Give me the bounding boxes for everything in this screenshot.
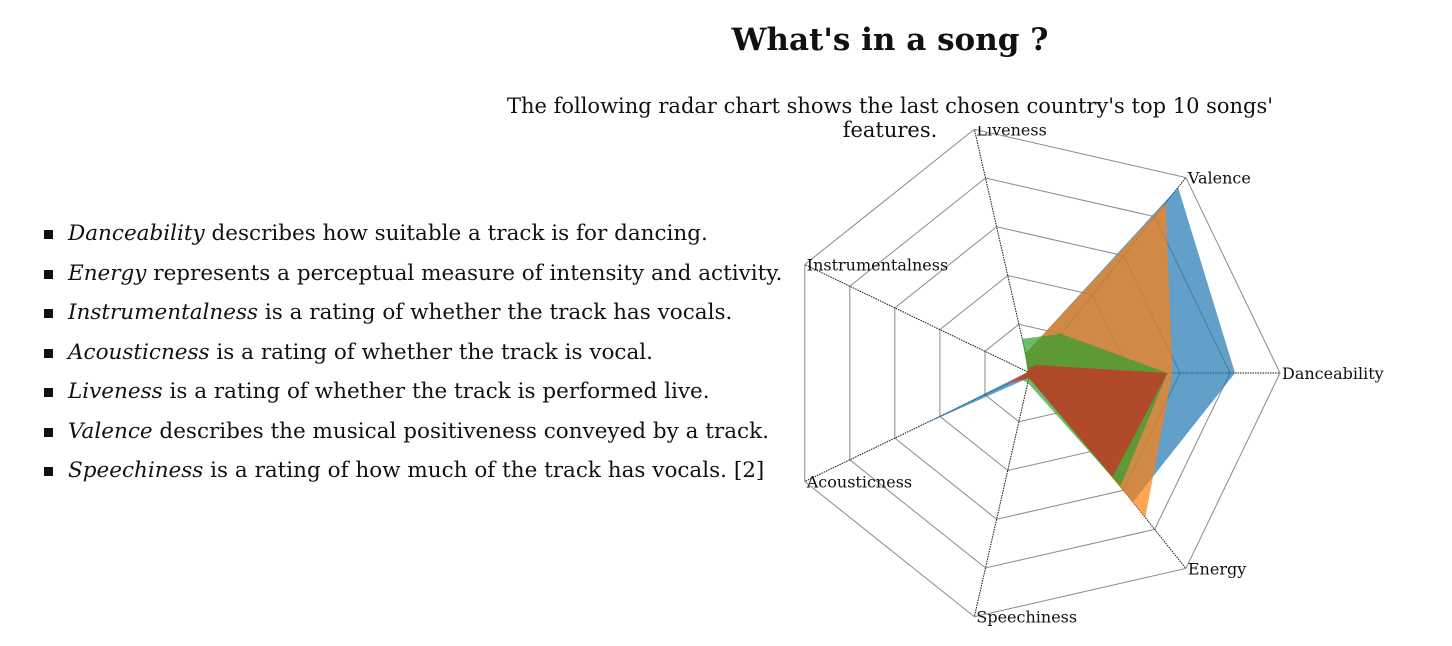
list-item: Speechiness is a rating of how much of t… [42, 451, 782, 491]
list-item: Acousticness is a rating of whether the … [42, 333, 782, 373]
feature-term: Danceability [68, 221, 205, 246]
axis-spoke [973, 372, 1031, 617]
chart-description: The following radar chart shows the last… [506, 94, 1274, 142]
series-area-4 [1007, 365, 1168, 477]
axis-spoke [804, 264, 1031, 374]
radar-grid [804, 128, 1281, 618]
grid-ring [804, 128, 1281, 618]
feature-definitions-list: Danceability describes how suitable a tr… [42, 214, 782, 491]
list-item: Instrumentalness is a rating of whether … [42, 293, 782, 333]
feature-term: Valence [68, 418, 153, 444]
square-bullet-icon [44, 230, 53, 239]
feature-description: represents a perceptual measure of inten… [146, 260, 783, 286]
list-item: Danceability describes how suitable a tr… [42, 214, 782, 254]
radar-chart: Danceability Energy Speechiness Acousticnes… [804, 126, 1384, 627]
feature-description: describes the musical positiveness conve… [152, 418, 769, 444]
square-bullet-icon [44, 269, 53, 279]
axis-label-instrumentalness: Instrumentalness [807, 256, 948, 275]
feature-term: Speechiness [68, 458, 204, 483]
square-bullet-icon [44, 467, 53, 476]
feature-term: Instrumentalness [68, 300, 259, 325]
feature-description: describes how suitable a track is for da… [204, 221, 708, 246]
feature-description: is a rating of how much of the track has… [203, 458, 765, 483]
axis-label-acousticness: Acousticness [806, 472, 912, 491]
axis-label-liveness: Liveness [976, 126, 1046, 139]
axis-label-energy: Energy [1188, 559, 1246, 578]
grid-ring [894, 226, 1181, 520]
axis-label-valence: Valence [1187, 169, 1251, 188]
axis-label-speechiness: Speechiness [976, 608, 1077, 627]
axis-label-danceability: Danceability [1282, 364, 1384, 383]
axis-spoke [973, 129, 1031, 374]
feature-term: Acousticness [68, 339, 210, 365]
square-bullet-icon [44, 388, 53, 397]
feature-term: Liveness [68, 379, 163, 404]
square-bullet-icon [44, 348, 53, 358]
page-title: What's in a song ? [731, 22, 1049, 58]
list-item: Liveness is a rating of whether the trac… [42, 372, 782, 412]
feature-term: Energy [68, 260, 147, 286]
grid-ring [939, 274, 1131, 472]
square-bullet-icon [44, 427, 53, 437]
grid-ring [849, 177, 1231, 569]
list-item: Energy represents a perceptual measure o… [42, 254, 782, 294]
feature-description: is a rating of whether the track has voc… [258, 300, 733, 325]
square-bullet-icon [44, 309, 53, 318]
feature-description: is a rating of whether the track is perf… [162, 379, 710, 404]
list-item: Valence describes the musical positivene… [42, 412, 782, 452]
feature-description: is a rating of whether the track is voca… [209, 339, 653, 365]
